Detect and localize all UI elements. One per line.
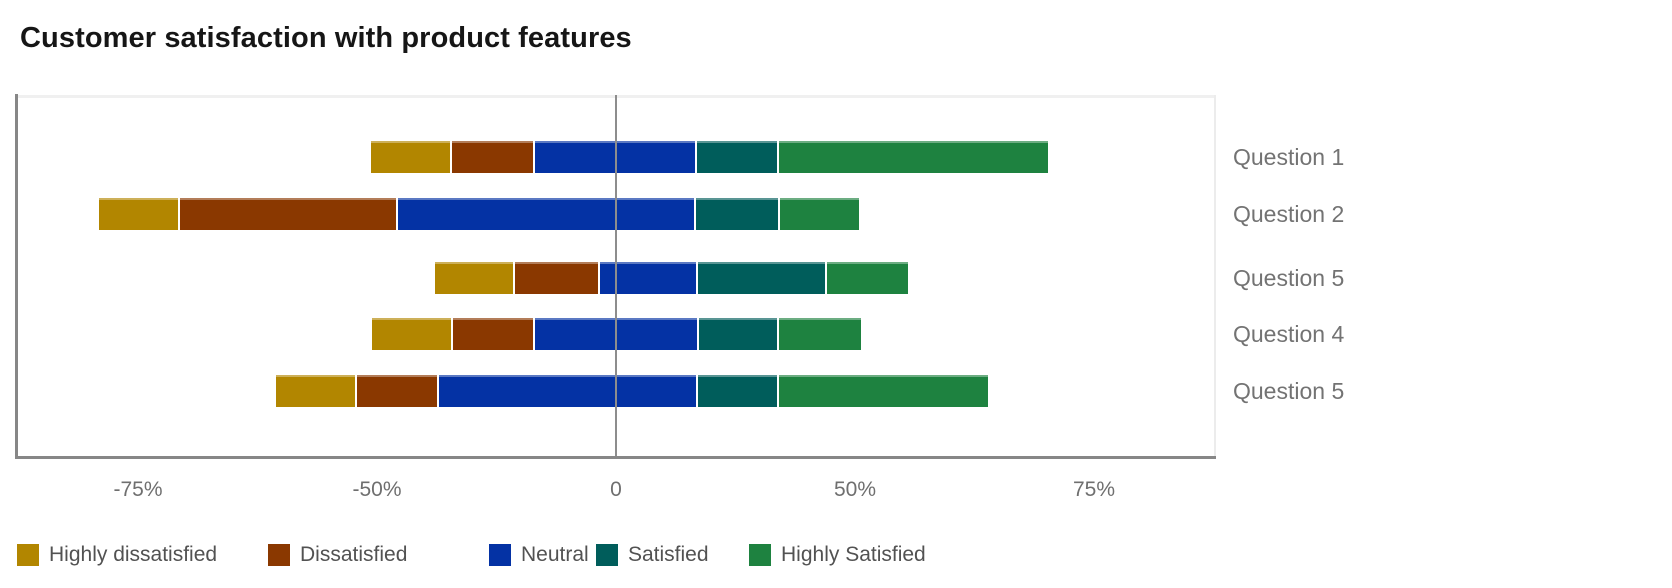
bar-segment[interactable] [371, 141, 450, 173]
bar-segment[interactable] [451, 141, 533, 173]
category-label: Question 2 [1233, 201, 1345, 227]
bar-segment[interactable] [826, 262, 909, 294]
legend-label: Highly dissatisfied [49, 543, 218, 566]
chart-title: Customer satisfaction with product featu… [20, 22, 632, 54]
bar-segment[interactable] [356, 375, 437, 407]
x-axis-tick-label: -75% [113, 478, 163, 501]
bar-segment[interactable] [698, 318, 778, 350]
category-label: Question 4 [1233, 321, 1345, 347]
bar-segment[interactable] [453, 318, 533, 350]
x-axis-tick-label: -50% [352, 478, 402, 501]
bar-segment[interactable] [372, 318, 452, 350]
legend-item[interactable]: Highly dissatisfied [17, 543, 217, 567]
zero-baseline [615, 95, 617, 456]
category-label: Question 1 [1233, 144, 1345, 170]
legend-label: Highly Satisfied [781, 543, 926, 566]
legend-swatch [268, 544, 290, 566]
bar-segment[interactable] [514, 262, 598, 294]
legend-swatch [596, 544, 618, 566]
legend-label: Satisfied [628, 543, 709, 566]
plot-right-spine [1214, 95, 1216, 459]
bar-segment[interactable] [779, 141, 1049, 173]
legend-item[interactable]: Neutral [489, 543, 589, 567]
x-axis-tick-label: 50% [833, 478, 877, 501]
legend-item[interactable]: Satisfied [596, 543, 709, 567]
x-axis-tick-label: 75% [1072, 478, 1116, 501]
bar-segment[interactable] [275, 375, 355, 407]
bar-segment[interactable] [698, 262, 825, 294]
bar-segment[interactable] [779, 318, 861, 350]
bar-segment[interactable] [697, 375, 778, 407]
bar-segment[interactable] [98, 198, 179, 230]
bar-segment[interactable] [696, 198, 778, 230]
bar-segment[interactable] [779, 375, 988, 407]
bar-segment[interactable] [435, 262, 513, 294]
category-label: Question 5 [1233, 378, 1345, 404]
legend-swatch [749, 544, 771, 566]
legend-item[interactable]: Highly Satisfied [749, 543, 926, 567]
legend-item[interactable]: Dissatisfied [268, 543, 407, 567]
bar-segment[interactable] [398, 198, 695, 230]
bar-segment[interactable] [438, 375, 696, 407]
y-axis-line [15, 94, 18, 459]
bar-segment[interactable] [697, 141, 778, 173]
legend-swatch [17, 544, 39, 566]
bar-segment[interactable] [779, 198, 859, 230]
legend-swatch [489, 544, 511, 566]
x-axis-tick-label: 0 [610, 478, 622, 501]
x-axis-line [15, 456, 1216, 459]
legend-label: Dissatisfied [300, 543, 408, 566]
bar-segment[interactable] [180, 198, 397, 230]
legend-label: Neutral [521, 543, 589, 566]
category-label: Question 5 [1233, 265, 1345, 291]
